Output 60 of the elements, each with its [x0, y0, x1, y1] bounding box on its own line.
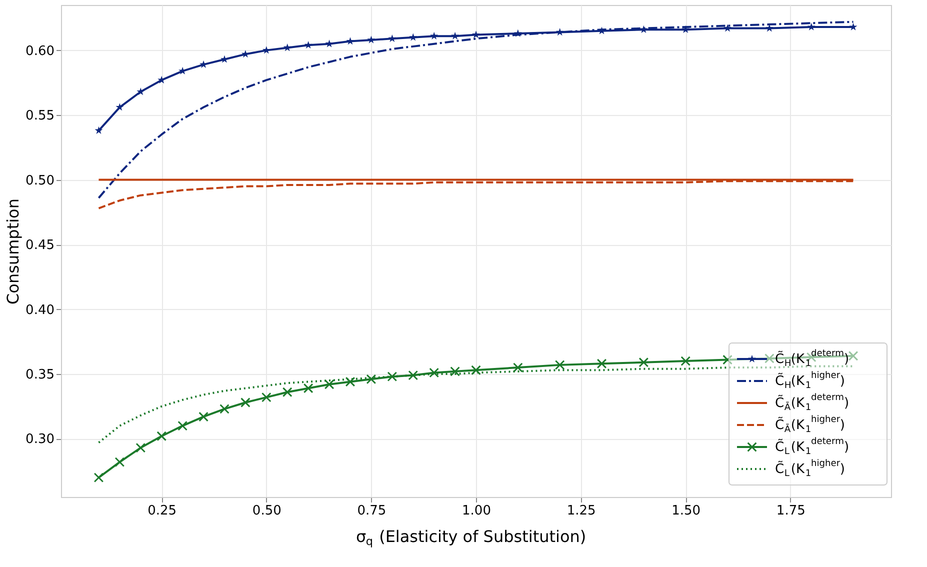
point	[178, 420, 188, 431]
x-tick-label: 1.25	[566, 504, 596, 518]
y-tick-label: 0.50	[26, 173, 54, 188]
point	[471, 365, 481, 376]
point	[722, 354, 732, 365]
point	[156, 431, 167, 442]
x-tick-label: 0.25	[148, 504, 177, 518]
x-tick-label: 0.50	[252, 504, 282, 518]
point	[848, 350, 858, 361]
point	[114, 457, 125, 467]
point	[472, 30, 480, 38]
y-tick-label: 0.40	[26, 302, 54, 318]
point	[136, 442, 146, 453]
point	[261, 392, 272, 402]
point	[387, 372, 398, 382]
point	[283, 44, 292, 52]
point	[765, 24, 774, 32]
point	[554, 360, 565, 370]
point	[807, 22, 816, 30]
point	[408, 370, 418, 380]
point	[94, 126, 103, 134]
point	[429, 368, 440, 378]
point	[388, 34, 396, 42]
point	[409, 33, 418, 41]
point	[596, 358, 607, 369]
x-tick-label: 1.50	[672, 504, 701, 518]
point	[116, 103, 124, 111]
point	[240, 398, 250, 408]
point	[451, 32, 460, 40]
point	[764, 354, 774, 364]
point	[220, 404, 230, 414]
point	[324, 379, 334, 390]
point	[450, 366, 460, 376]
point	[724, 24, 732, 32]
point	[367, 36, 376, 44]
y-tick-label: 0.35	[26, 368, 54, 382]
y-tick-label: 0.55	[26, 108, 54, 124]
point	[638, 357, 649, 368]
y-tick-label: 0.60	[26, 44, 54, 59]
point	[849, 22, 858, 30]
point	[304, 40, 312, 49]
point	[366, 374, 376, 384]
point	[346, 37, 354, 45]
x-tick-label: 1.00	[462, 504, 491, 518]
point	[345, 376, 356, 387]
point	[241, 50, 250, 58]
point	[198, 412, 208, 422]
x-tick-label: 1.75	[776, 504, 806, 518]
point	[303, 383, 314, 394]
point	[680, 356, 691, 366]
y-axis-title: Consumption	[4, 198, 23, 304]
point	[136, 88, 145, 96]
point	[282, 387, 292, 398]
line-series	[98, 20, 854, 199]
point	[512, 362, 523, 372]
x-tick-label: 0.75	[357, 504, 386, 518]
y-tick-label: 0.45	[26, 238, 54, 254]
point	[430, 32, 438, 40]
point	[94, 472, 104, 483]
y-tick-label: 0.30	[26, 432, 54, 448]
